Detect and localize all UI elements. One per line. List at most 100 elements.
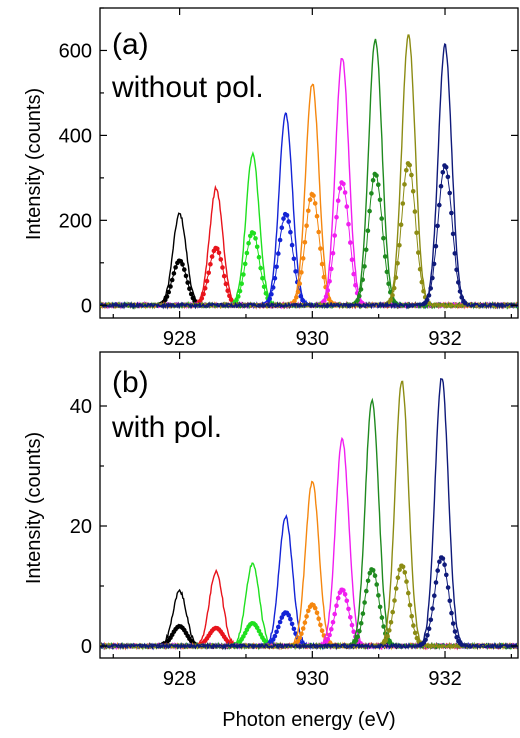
data-point xyxy=(306,209,311,214)
data-point xyxy=(276,625,281,630)
data-point xyxy=(434,580,439,585)
data-point xyxy=(460,642,465,647)
data-point xyxy=(320,262,325,267)
data-point xyxy=(361,611,366,616)
data-point xyxy=(392,286,397,291)
data-point xyxy=(294,295,299,300)
y-tick-label: 40 xyxy=(70,396,92,418)
data-point xyxy=(381,624,386,629)
data-point xyxy=(416,250,421,255)
data-point xyxy=(428,286,433,291)
data-point xyxy=(326,637,331,642)
data-point xyxy=(404,168,409,173)
panel-b: 928 930 932 0 20 40 (b) with pol. Intensity (… xyxy=(23,352,518,731)
data-point xyxy=(173,265,178,270)
data-point xyxy=(260,276,265,281)
data-point xyxy=(399,222,404,227)
data-point xyxy=(200,296,205,301)
data-point xyxy=(327,633,332,638)
data-point xyxy=(390,293,395,298)
data-point xyxy=(345,599,350,604)
data-point xyxy=(378,605,383,610)
data-point xyxy=(413,209,418,214)
series-5-line xyxy=(100,84,518,307)
panel-b-ticks: 928 930 93202040 xyxy=(70,352,518,690)
data-point xyxy=(357,629,362,634)
data-point xyxy=(165,294,170,299)
data-point xyxy=(434,244,439,249)
data-point xyxy=(425,298,430,303)
data-point xyxy=(425,633,430,638)
data-point xyxy=(394,586,399,591)
data-point xyxy=(366,228,371,233)
data-point xyxy=(451,621,456,626)
data-point xyxy=(437,559,442,564)
data-point xyxy=(346,607,351,612)
x-tick-label: 932 xyxy=(428,668,461,690)
data-point xyxy=(427,293,432,298)
data-point xyxy=(285,213,290,218)
data-point xyxy=(329,627,334,632)
data-point xyxy=(288,230,293,235)
data-point xyxy=(394,275,399,280)
data-point xyxy=(371,568,376,573)
y-tick-label: 0 xyxy=(81,636,92,658)
data-point xyxy=(304,223,309,228)
data-point xyxy=(353,283,358,288)
data-point xyxy=(329,267,334,272)
data-point xyxy=(390,610,395,615)
x-axis-title: Photon energy (eV) xyxy=(222,709,395,731)
data-point xyxy=(246,241,251,246)
panel-a-ylabel: Intensity (counts) xyxy=(23,88,45,240)
data-point xyxy=(315,214,320,219)
data-point xyxy=(296,290,301,295)
data-point xyxy=(332,612,337,617)
data-point xyxy=(427,626,432,631)
data-point xyxy=(373,573,378,578)
y-tick-label: 200 xyxy=(59,210,92,232)
data-point xyxy=(241,272,246,277)
data-point xyxy=(215,247,220,252)
data-point xyxy=(262,285,267,290)
data-point xyxy=(206,271,211,276)
data-point xyxy=(446,585,451,590)
data-point xyxy=(331,620,336,625)
data-point xyxy=(430,276,435,281)
data-point xyxy=(449,211,454,216)
data-point xyxy=(210,254,215,259)
x-tick-label: 932 xyxy=(428,328,461,350)
data-point xyxy=(313,201,318,206)
data-point xyxy=(267,297,272,302)
data-point xyxy=(404,579,409,584)
data-point xyxy=(401,201,406,206)
data-point xyxy=(442,562,447,567)
data-point xyxy=(441,556,446,561)
data-point xyxy=(208,262,213,267)
data-point xyxy=(364,248,369,253)
data-point xyxy=(453,251,458,256)
data-point xyxy=(418,267,423,272)
data-point xyxy=(292,627,297,632)
data-point xyxy=(355,298,360,303)
data-point xyxy=(420,280,425,285)
data-point xyxy=(273,634,278,639)
panel-a: 928 930 9320200400600 (a) without pol. Int… xyxy=(23,8,518,350)
data-point xyxy=(369,191,374,196)
data-point xyxy=(273,276,278,281)
data-point xyxy=(351,272,356,277)
data-point xyxy=(243,262,248,267)
data-point xyxy=(301,626,306,631)
data-point xyxy=(252,231,257,236)
data-point xyxy=(403,570,408,575)
data-point xyxy=(350,257,355,262)
data-point xyxy=(446,175,451,180)
data-point xyxy=(376,593,381,598)
data-point xyxy=(411,189,416,194)
data-point xyxy=(334,603,339,608)
data-point xyxy=(184,274,189,279)
data-point xyxy=(326,288,331,293)
data-point xyxy=(239,281,244,286)
data-point xyxy=(453,629,458,634)
data-point xyxy=(448,599,453,604)
